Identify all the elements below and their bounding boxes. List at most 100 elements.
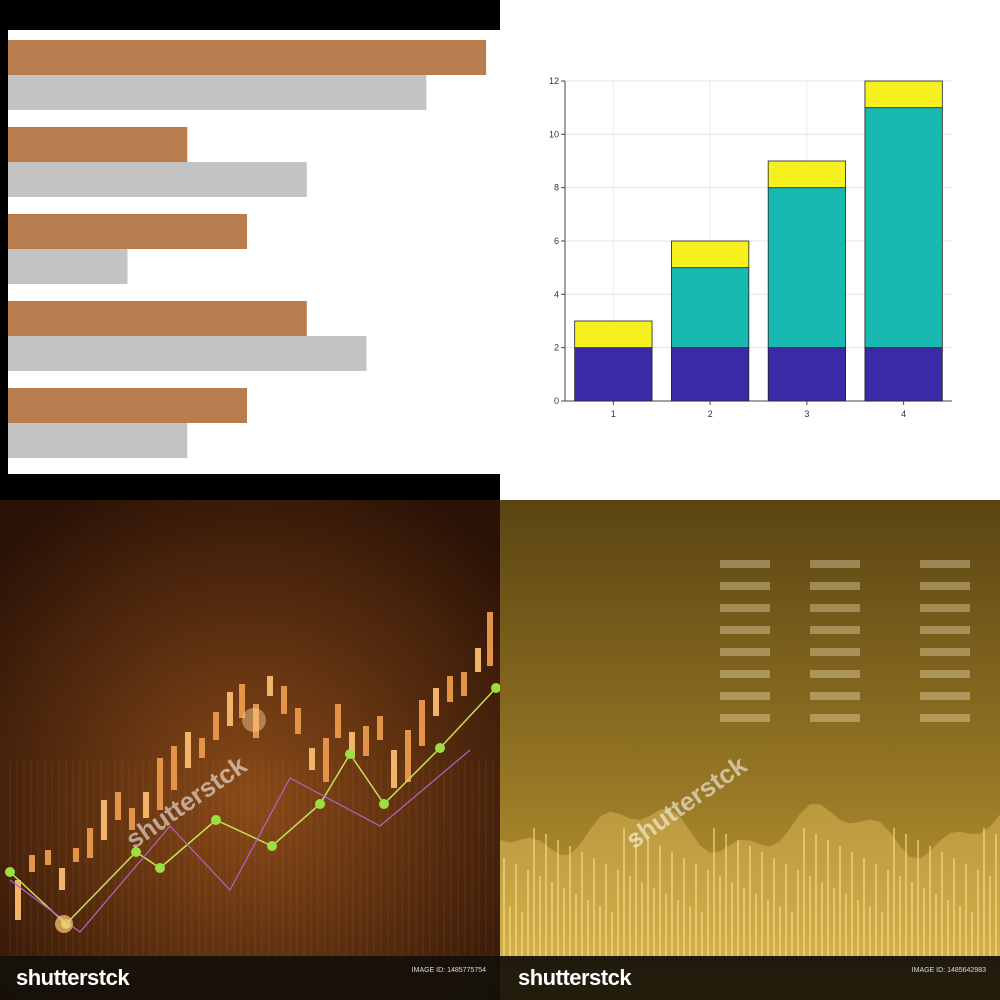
stack-segment-s1-c2: [671, 347, 750, 402]
data-cell: [810, 670, 860, 678]
glow-spot: [242, 708, 266, 732]
data-cell: [920, 582, 970, 590]
y-tick-label: 4: [554, 289, 559, 299]
candle: [239, 684, 245, 718]
candle: [171, 746, 177, 790]
candle: [309, 748, 315, 770]
data-cell: [920, 626, 970, 634]
candle: [433, 688, 439, 716]
trend-point: [267, 841, 277, 851]
bar-series2-group1: [8, 75, 427, 110]
candle: [335, 704, 341, 738]
watermark-bar: shutterstck IMAGE ID: 1485775754: [0, 956, 500, 1000]
trend-point: [491, 683, 500, 693]
trend-point: [211, 815, 221, 825]
candle: [101, 800, 107, 840]
data-cell: [810, 560, 860, 568]
stack-segment-s2-c3: [767, 187, 846, 349]
candle: [419, 700, 425, 746]
candle: [29, 855, 35, 872]
data-cell: [810, 604, 860, 612]
data-cell: [720, 714, 770, 722]
candle: [349, 732, 355, 758]
bar-series1-group1: [8, 40, 487, 75]
bar-series1-group5: [8, 388, 248, 423]
data-cell: [720, 604, 770, 612]
data-cell: [810, 582, 860, 590]
candle: [45, 850, 51, 865]
candle: [267, 676, 273, 696]
candle: [185, 732, 191, 768]
data-cell: [810, 714, 860, 722]
candle: [447, 676, 453, 702]
watermark-bar: shutterstck IMAGE ID: 1485642983: [500, 956, 1000, 1000]
stack-segment-s1-c1: [574, 347, 653, 402]
data-cell: [720, 626, 770, 634]
shutterstock-logo: shutterstck: [518, 965, 632, 990]
bar-series1-group2: [8, 127, 188, 162]
candle: [323, 738, 329, 782]
data-cell: [720, 648, 770, 656]
stack-segment-s1-c4: [864, 347, 943, 402]
bar-series2-group2: [8, 162, 307, 197]
y-tick-label: 2: [554, 343, 559, 353]
trend-point: [5, 867, 15, 877]
candle: [199, 738, 205, 758]
stack-segment-s2-c4: [864, 107, 943, 349]
horizontal-bar-chart: [8, 30, 500, 474]
candle: [391, 750, 397, 788]
candle: [129, 808, 135, 830]
glow-spot: [55, 915, 73, 933]
y-tick-label: 0: [554, 396, 559, 406]
data-cell: [720, 692, 770, 700]
candle: [227, 692, 233, 726]
candle: [143, 792, 149, 818]
candle: [363, 726, 369, 756]
data-cell: [920, 692, 970, 700]
data-cell: [810, 648, 860, 656]
market-data-photo: [500, 500, 1000, 1000]
trend-point: [435, 743, 445, 753]
candle: [281, 686, 287, 714]
data-cell: [720, 670, 770, 678]
trend-point: [345, 749, 355, 759]
stack-segment-s3-c2: [671, 240, 750, 269]
data-cell: [920, 714, 970, 722]
trend-point: [315, 799, 325, 809]
x-tick-label: 2: [708, 409, 713, 419]
image-id-text: IMAGE ID: 1485775754: [411, 967, 486, 974]
data-cell: [720, 560, 770, 568]
x-tick-label: 4: [901, 409, 906, 419]
candle: [59, 868, 65, 890]
horizontal-bar-panel: [0, 0, 500, 500]
candle: [295, 708, 301, 734]
stack-segment-s3-c1: [574, 320, 653, 349]
candle: [73, 848, 79, 862]
y-tick-label: 10: [549, 129, 559, 139]
candle: [87, 828, 93, 858]
data-cell: [810, 692, 860, 700]
candle: [487, 612, 493, 666]
trend-point: [155, 863, 165, 873]
data-cell: [810, 626, 860, 634]
x-tick-label: 3: [804, 409, 809, 419]
data-cell: [920, 604, 970, 612]
stack-segment-s1-c3: [767, 347, 846, 402]
data-cell: [920, 560, 970, 568]
bar-series2-group4: [8, 336, 367, 371]
bar-series1-group3: [8, 214, 248, 249]
candle: [115, 792, 121, 820]
candle: [475, 648, 481, 672]
y-tick-label: 6: [554, 236, 559, 246]
candle: [157, 758, 163, 810]
photo-background: [0, 500, 500, 1000]
stack-segment-s2-c2: [671, 267, 750, 349]
y-tick-label: 12: [549, 76, 559, 86]
stacked-bar-panel: 0 2 4 6 8 10 12 1 2 3 4: [500, 0, 1000, 500]
candle: [405, 730, 411, 782]
candle: [253, 704, 259, 738]
candle: [213, 712, 219, 740]
stack-segment-s3-c4: [864, 80, 943, 109]
shutterstock-logo: shutterstck: [16, 965, 130, 990]
